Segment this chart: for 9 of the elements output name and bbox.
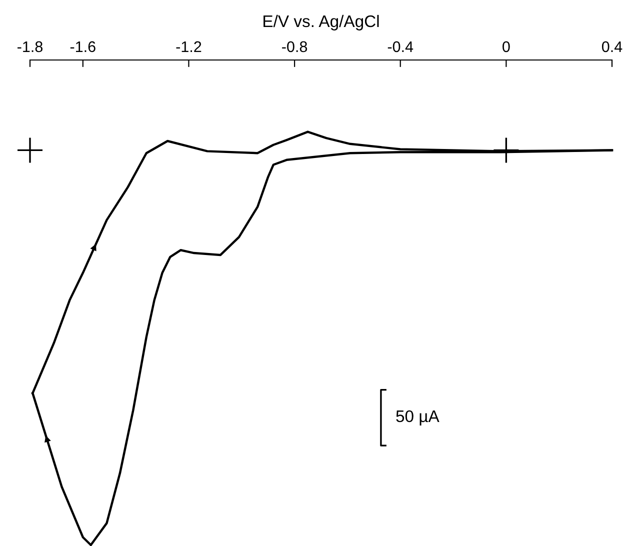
x-tick-label: -0.4 <box>388 41 414 52</box>
annotation: 50 µA <box>396 410 440 426</box>
x-axis-title: E/V vs. Ag/AgCl <box>264 14 379 30</box>
x-tick-label: 0.4 <box>602 41 622 52</box>
x-tick-label: -1.8 <box>18 41 42 52</box>
x-tick-label: -1.6 <box>70 41 96 52</box>
x-tick-label: -1.2 <box>176 41 202 52</box>
x-tick-label: -0.8 <box>282 41 308 52</box>
x-tick-label: 0 <box>502 41 510 52</box>
